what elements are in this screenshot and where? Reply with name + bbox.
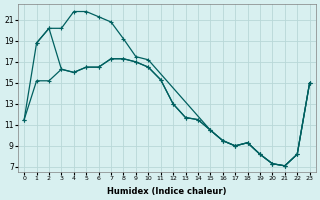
X-axis label: Humidex (Indice chaleur): Humidex (Indice chaleur) bbox=[107, 187, 227, 196]
